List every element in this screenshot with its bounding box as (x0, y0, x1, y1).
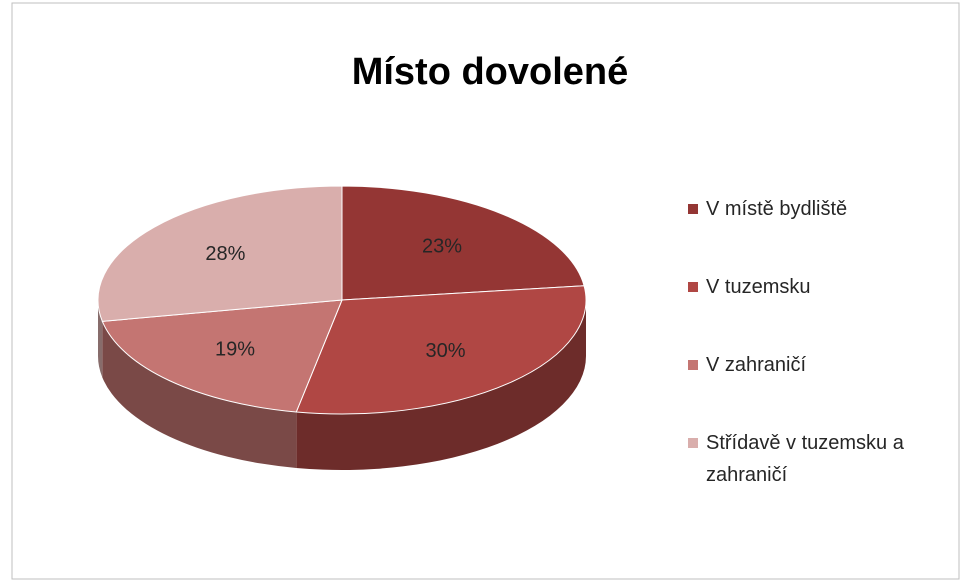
legend-item: V zahraničí (688, 349, 950, 381)
slice (97, 185, 343, 322)
legend-label: V tuzemsku (706, 276, 811, 298)
legend-item: Střídavě v tuzemsku a zahraničí (688, 427, 950, 491)
chart-title: Místo dovolené (352, 51, 629, 93)
legend-swatch (688, 360, 698, 370)
legend-item: V tuzemsku (688, 271, 950, 303)
data-label: 19% (215, 338, 255, 360)
legend-label: V místě bydliště (706, 198, 848, 220)
legend-label: Střídavě v tuzemsku a zahraničí (706, 432, 904, 486)
legend-swatch (688, 204, 698, 214)
slice-side (296, 300, 586, 470)
legend-swatch (688, 282, 698, 292)
slice (101, 299, 343, 413)
legend-item: V místě bydliště (688, 193, 950, 225)
slice (295, 285, 587, 415)
data-label: 23% (422, 235, 462, 257)
legend-label: V zahraničí (706, 354, 807, 376)
data-label: 28% (205, 243, 245, 265)
legend: V místě bydliště V tuzemsku V zahraničí Stř… (688, 193, 950, 537)
slice (341, 185, 585, 301)
legend-swatch (688, 438, 698, 448)
slice-side (102, 321, 297, 468)
data-label: 30% (426, 340, 466, 362)
